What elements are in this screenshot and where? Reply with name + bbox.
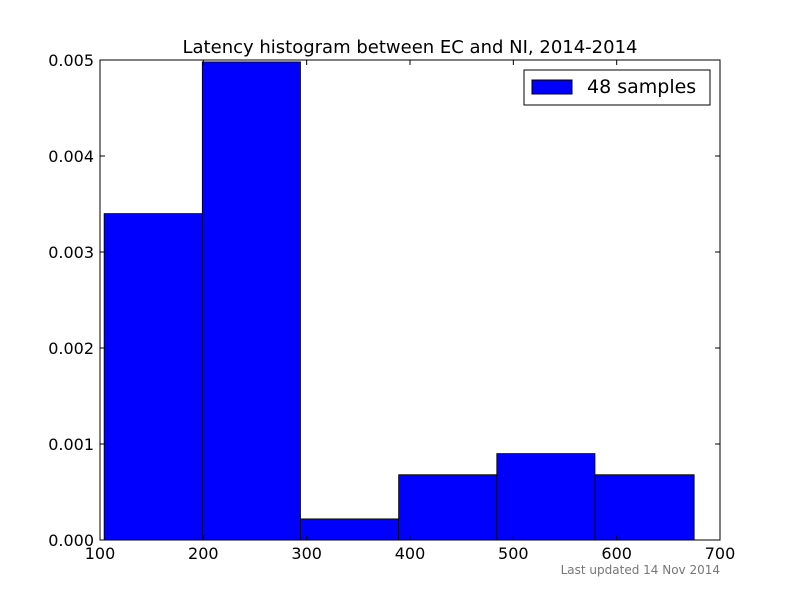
last-updated-note: Last updated 14 Nov 2014 [561, 563, 720, 577]
legend-label: 48 samples [587, 76, 696, 98]
histogram-bar [201, 61, 301, 541]
ticks-layer: 100 200 300 400 500 600 700 0.000 0.001 0.002 0.00… [48, 51, 735, 563]
legend: 48 samples [523, 69, 711, 106]
y-tick-label: 0.001 [48, 435, 94, 454]
y-tick-label: 0.004 [48, 147, 94, 166]
x-tick-label: 600 [601, 544, 632, 563]
y-tick-label: 0.005 [48, 51, 94, 70]
x-tick-label: 300 [291, 544, 322, 563]
x-tick-label: 400 [395, 544, 426, 563]
x-tick-label: 500 [498, 544, 529, 563]
y-tick-label: 0.002 [48, 339, 94, 358]
y-tick-label: 0.000 [48, 531, 94, 550]
x-tick-label: 200 [188, 544, 219, 563]
chart-title: Latency histogram between EC and NI, 201… [183, 37, 638, 58]
histogram-bar [300, 518, 400, 541]
legend-swatch [531, 79, 573, 95]
histogram-bar [496, 453, 596, 541]
x-tick-label: 100 [85, 544, 116, 563]
histogram-bar [398, 474, 498, 541]
histogram-bar [594, 474, 695, 541]
histogram-bar [103, 213, 203, 541]
x-tick-label: 700 [705, 544, 736, 563]
y-tick-label: 0.003 [48, 243, 94, 262]
bars-layer [103, 61, 695, 541]
